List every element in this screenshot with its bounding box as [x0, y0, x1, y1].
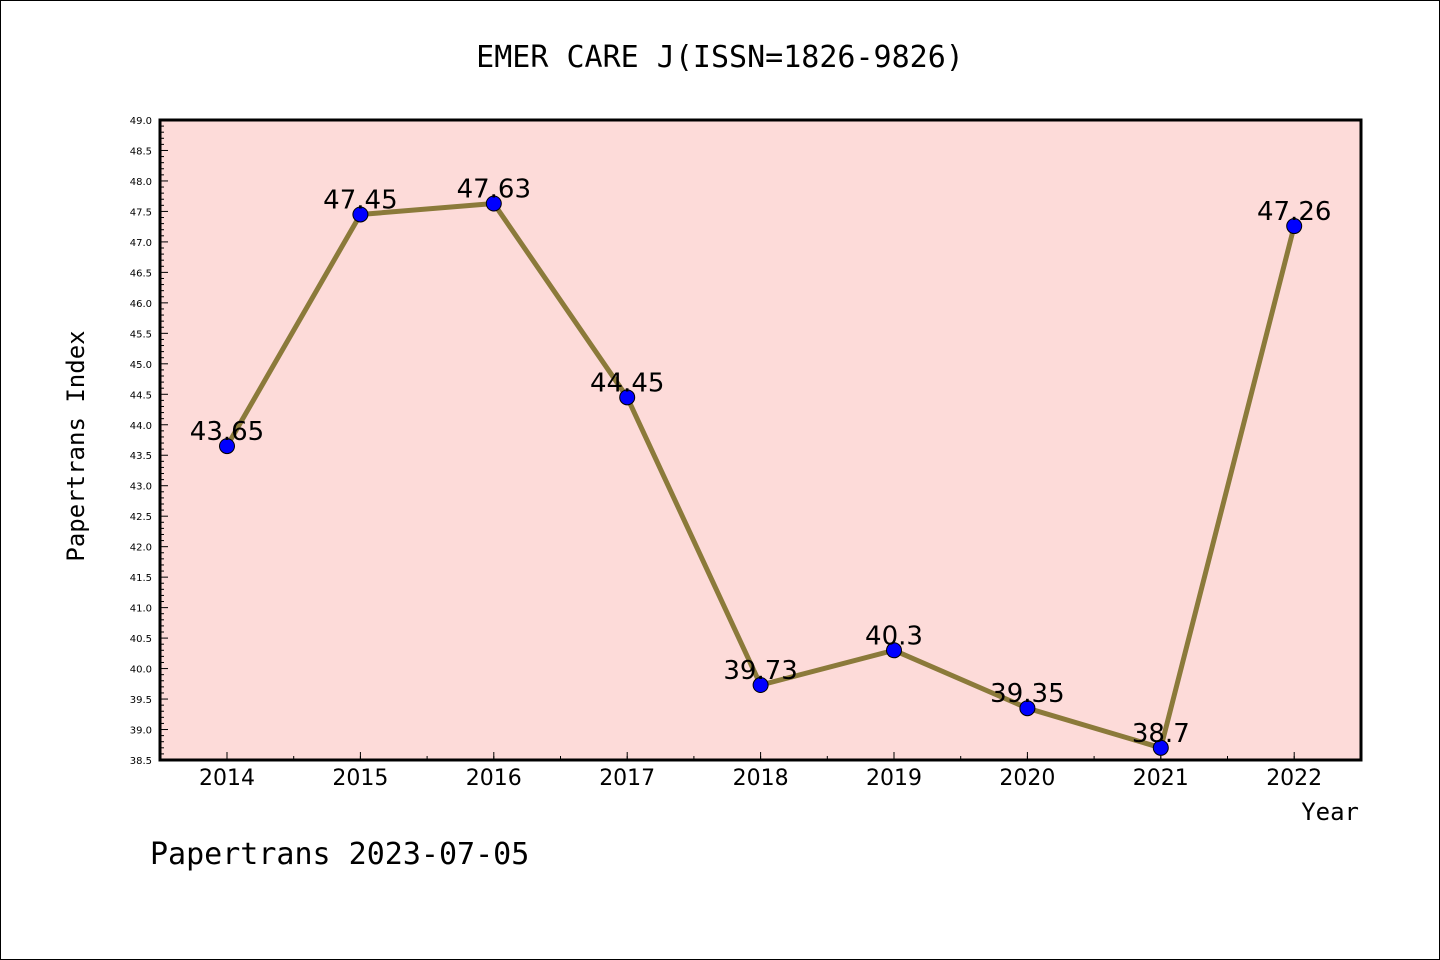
x-axis-ticks: 2014 2015 2016 2017 2018 2019 2020 2021 2022: [159, 752, 1362, 791]
x-axis-title: Year: [1301, 798, 1359, 826]
y-tick-label: 48.5: [130, 146, 152, 157]
data-point: [886, 642, 902, 659]
data-label: 44.45: [590, 368, 664, 398]
data-label: 38.7: [1132, 719, 1190, 749]
data-point: [1152, 739, 1169, 756]
y-tick-label: 49.0: [130, 116, 152, 127]
data-label: 40.3: [865, 621, 923, 651]
y-tick-label: 41.0: [130, 604, 152, 615]
data-label: 39.73: [723, 656, 797, 686]
data-point: [619, 389, 636, 406]
data-label-layer: 43.65 47.45 47.63 44.45 39.73 40.3 39.35 38.7 47…: [190, 175, 1332, 749]
x-tick-label: 2021: [1133, 766, 1189, 791]
data-point: [219, 438, 235, 455]
y-tick-label: 45.5: [130, 329, 152, 340]
y-tick-label: 39.5: [130, 695, 152, 706]
x-tick-label: 2018: [733, 766, 789, 791]
data-point: [1019, 700, 1036, 717]
data-point: [1286, 218, 1303, 235]
y-tick-label: 47.5: [130, 207, 152, 218]
y-tick-label: 47.0: [130, 238, 152, 249]
y-tick-label: 44.0: [130, 421, 152, 432]
y-tick-label: 40.5: [130, 634, 152, 645]
x-tick-label: 2016: [466, 766, 522, 791]
data-label: 43.65: [190, 417, 264, 447]
x-tick-label: 2019: [866, 766, 922, 791]
y-tick-label: 40.0: [130, 665, 152, 676]
x-tick-label: 2014: [199, 766, 255, 791]
y-tick-label: 45.0: [130, 360, 152, 371]
y-tick-label: 38.5: [130, 756, 152, 767]
data-point: [485, 195, 502, 212]
y-axis-title: Papertrans Index: [62, 330, 90, 561]
data-point: [352, 206, 369, 223]
y-tick-label: 43.0: [130, 482, 152, 493]
data-label: 47.63: [457, 175, 531, 205]
y-tick-label: 39.0: [130, 726, 152, 737]
data-point: [752, 677, 769, 694]
y-tick-label: 48.0: [130, 177, 152, 188]
y-tick-label: 42.0: [130, 543, 152, 554]
data-label: 47.26: [1257, 197, 1331, 227]
x-tick-label: 2022: [1266, 766, 1322, 791]
chart-title: EMER CARE J(ISSN=1826-9826): [476, 40, 964, 75]
y-axis-ticks: 38.5 39.0 39.5 40.0 40.5 41.0 41.5 42.0 42.5 43.0…: [130, 116, 168, 767]
y-tick-label: 46.0: [130, 299, 152, 310]
y-tick-label: 42.5: [130, 512, 152, 523]
data-label: 47.45: [323, 185, 397, 215]
plot-border: [158, 118, 1363, 762]
y-tick-label: 46.5: [130, 268, 152, 279]
x-tick-label: 2020: [999, 766, 1055, 791]
x-tick-label: 2015: [332, 766, 388, 791]
x-tick-label: 2017: [599, 766, 655, 791]
y-tick-label: 43.5: [130, 451, 152, 462]
series-layer: [219, 195, 1303, 756]
y-tick-label: 41.5: [130, 573, 152, 584]
plot-area: [160, 120, 1361, 760]
data-label: 39.35: [990, 679, 1064, 709]
y-tick-label: 44.5: [130, 390, 152, 401]
footer-text: Papertrans 2023-07-05: [150, 837, 529, 872]
